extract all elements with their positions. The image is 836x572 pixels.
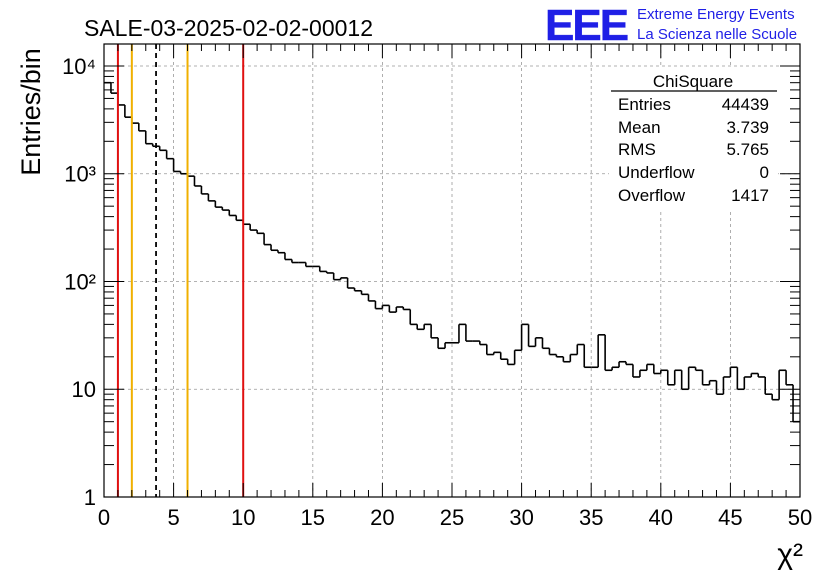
- stats-row: RMS 5.765: [618, 140, 769, 159]
- x-tick-label: 10: [231, 505, 255, 530]
- eee-logo: EEE Extreme Energy Events La Scienza nel…: [545, 1, 797, 51]
- y-axis-label: Entries/bin: [16, 48, 46, 176]
- reference-lines: [116, 44, 245, 497]
- stats-label: Mean: [618, 118, 661, 137]
- histogram-series: [104, 81, 800, 423]
- y-tick-labels: 1 10 10² 10³ 10⁴: [62, 54, 96, 510]
- y-tick-label: 10²: [64, 269, 96, 294]
- stats-value: 1417: [731, 186, 769, 205]
- x-tick-label: 45: [718, 505, 742, 530]
- stats-row: Underflow 0: [618, 163, 769, 182]
- y-tick-label: 1: [84, 485, 96, 510]
- stats-label: Overflow: [618, 186, 686, 205]
- stats-label: Entries: [618, 95, 671, 114]
- y-tick-label: 10⁴: [62, 54, 96, 79]
- stats-value: 5.765: [726, 140, 769, 159]
- logo-line-2: La Scienza nelle Scuole: [637, 26, 797, 43]
- x-tick-label: 35: [579, 505, 603, 530]
- x-tick-label: 25: [440, 505, 464, 530]
- stats-row: Mean 3.739: [618, 118, 769, 137]
- stats-label: RMS: [618, 140, 656, 159]
- logo-line-1: Extreme Energy Events: [637, 6, 795, 23]
- x-axis-label: χ²: [777, 538, 803, 571]
- stats-value: 0: [760, 163, 769, 182]
- x-tick-label: 50: [788, 505, 812, 530]
- axis-ticks: [103, 44, 801, 498]
- logo-letters: EEE: [545, 1, 628, 50]
- grid-lines: [104, 44, 800, 497]
- x-tick-label: 20: [370, 505, 394, 530]
- y-tick-label: 10³: [64, 162, 96, 187]
- stats-value: 3.739: [726, 118, 769, 137]
- chart-title: SALE-03-2025-02-02-00012: [84, 15, 373, 41]
- x-tick-label: 5: [167, 505, 179, 530]
- y-tick-label: 10: [72, 377, 96, 402]
- x-tick-label: 40: [649, 505, 673, 530]
- x-tick-label: 30: [509, 505, 533, 530]
- stats-row: Overflow 1417: [618, 186, 769, 205]
- stats-value: 44439: [722, 95, 769, 114]
- stats-label: Underflow: [618, 163, 695, 182]
- stats-row: Entries 44439: [618, 95, 769, 114]
- x-tick-labels: 0 5 10 15 20 25 30 35 40 45 50: [98, 505, 812, 530]
- x-tick-label: 0: [98, 505, 110, 530]
- stats-title: ChiSquare: [653, 72, 733, 91]
- stats-box: ChiSquare Entries 44439 Mean 3.739 RMS 5…: [609, 67, 778, 210]
- x-tick-label: 15: [301, 505, 325, 530]
